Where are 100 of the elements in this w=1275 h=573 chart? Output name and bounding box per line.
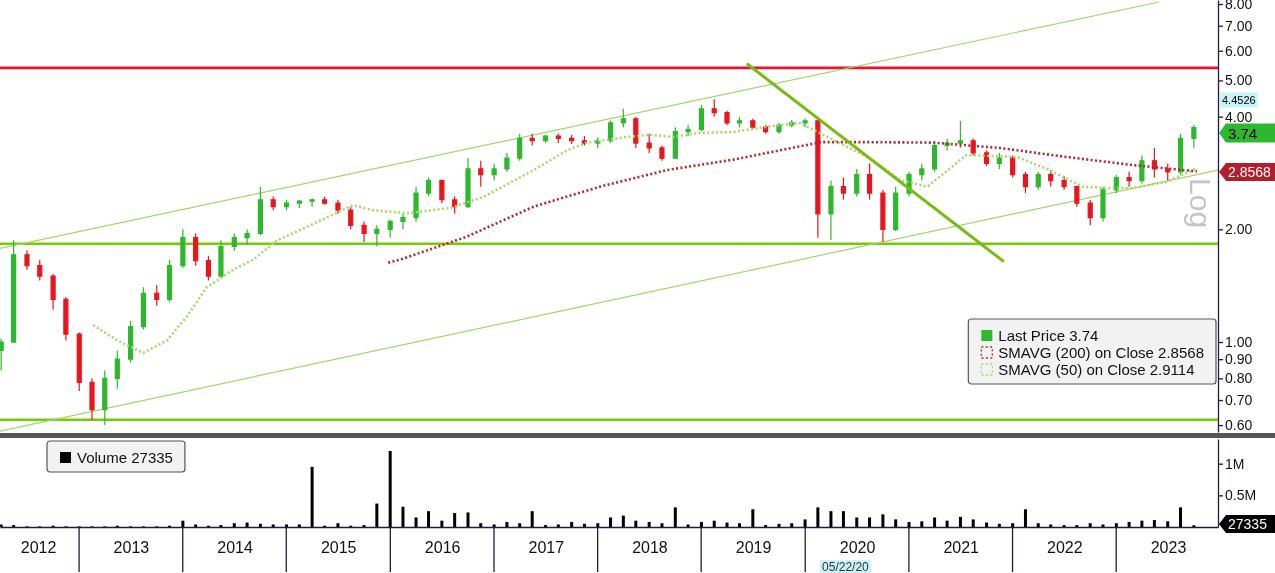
x-tick-label: 2019 xyxy=(735,539,772,557)
candlestick xyxy=(698,104,705,133)
candlestick xyxy=(387,219,393,239)
bar xyxy=(1036,523,1040,527)
bar xyxy=(453,513,457,527)
bar xyxy=(375,503,379,527)
candlestick xyxy=(685,124,691,137)
bar xyxy=(855,517,859,527)
bar xyxy=(803,519,807,527)
bar xyxy=(1152,520,1156,527)
annotation: Log xyxy=(1184,178,1218,229)
y-tick-label: 5.00 xyxy=(1225,72,1253,89)
candlestick xyxy=(659,144,665,162)
candlestick xyxy=(1061,175,1067,191)
candlestick xyxy=(296,199,302,209)
bar xyxy=(401,506,405,527)
bar xyxy=(751,509,755,527)
candlestick xyxy=(374,224,380,248)
y-tick-label: 0.5M xyxy=(1225,487,1257,504)
candlestick xyxy=(400,213,406,230)
y-tick-label: 6.00 xyxy=(1225,42,1253,59)
bar xyxy=(985,522,989,527)
bar xyxy=(310,466,314,527)
candlestick xyxy=(270,195,276,211)
candlestick xyxy=(231,232,237,252)
bar xyxy=(609,517,613,527)
x-tick-label: 2021 xyxy=(943,539,980,557)
candlestick xyxy=(425,177,432,197)
x-tick-label: 2014 xyxy=(217,539,253,557)
candlestick xyxy=(257,186,264,236)
bar xyxy=(699,521,703,527)
x-tick-label: 2012 xyxy=(20,539,57,557)
bar xyxy=(777,523,781,527)
candlestick xyxy=(321,195,328,206)
x-tick-label: 2022 xyxy=(1047,539,1083,557)
bar xyxy=(712,520,716,527)
bar xyxy=(505,521,509,527)
bar xyxy=(181,520,185,527)
candlestick xyxy=(1074,184,1080,208)
legend-label: Volume 27335 xyxy=(77,449,173,466)
y-tick-label: 0.80 xyxy=(1225,370,1253,387)
candlestick xyxy=(646,133,652,154)
candlestick xyxy=(154,284,160,307)
bar xyxy=(829,511,833,527)
x-tick-label: 2018 xyxy=(632,539,668,557)
candlestick xyxy=(180,228,186,269)
candlestick xyxy=(283,199,290,211)
bar xyxy=(466,512,470,527)
candlestick xyxy=(724,110,730,126)
bar xyxy=(1179,507,1183,527)
bar xyxy=(816,507,820,527)
y-tick-label: 1M xyxy=(1225,455,1245,472)
bar xyxy=(1114,523,1118,527)
bar xyxy=(0,524,3,527)
candlestick xyxy=(620,108,626,128)
candlestick xyxy=(828,179,834,241)
candlestick xyxy=(996,152,1002,170)
candlestick xyxy=(1151,147,1157,179)
candlestick xyxy=(309,197,315,208)
y-tick-label: 0.60 xyxy=(1225,417,1253,434)
candlestick xyxy=(361,220,367,243)
bar xyxy=(570,521,574,527)
bar xyxy=(621,515,625,527)
bar xyxy=(271,524,275,527)
bar xyxy=(660,523,664,527)
bar xyxy=(1011,523,1015,527)
bar xyxy=(647,521,651,527)
candlestick xyxy=(866,162,873,201)
text: 27335 xyxy=(1228,516,1268,532)
candlestick xyxy=(244,228,250,246)
candlestick xyxy=(491,162,497,182)
bar xyxy=(556,524,560,527)
bar xyxy=(414,517,418,527)
y-tick-label: 0.90 xyxy=(1225,351,1253,368)
candlestick xyxy=(1100,186,1106,223)
legend-label: Last Price 3.74 xyxy=(998,327,1099,344)
candlestick xyxy=(89,377,95,421)
candlestick xyxy=(919,162,925,182)
candlestick xyxy=(114,349,120,390)
candlestick xyxy=(1165,162,1171,182)
bar xyxy=(492,524,496,527)
candlestick xyxy=(413,186,419,223)
x-tick-label: 2016 xyxy=(424,539,461,557)
bar xyxy=(1127,521,1131,527)
candlestick xyxy=(711,98,717,118)
bar xyxy=(997,523,1001,527)
y-tick-label: 1.00 xyxy=(1225,334,1253,351)
bar xyxy=(596,523,600,527)
candlestick xyxy=(1022,171,1029,194)
candlestick xyxy=(24,249,30,271)
text: 3.74 xyxy=(1228,124,1258,142)
bar xyxy=(1101,524,1105,527)
bar xyxy=(868,517,872,527)
bar xyxy=(388,451,392,527)
bar xyxy=(881,514,885,527)
bar xyxy=(1049,524,1053,527)
candlestick xyxy=(478,160,484,188)
bar xyxy=(907,521,911,527)
y-tick-label: 0.70 xyxy=(1225,392,1253,408)
candlestick xyxy=(335,199,341,215)
